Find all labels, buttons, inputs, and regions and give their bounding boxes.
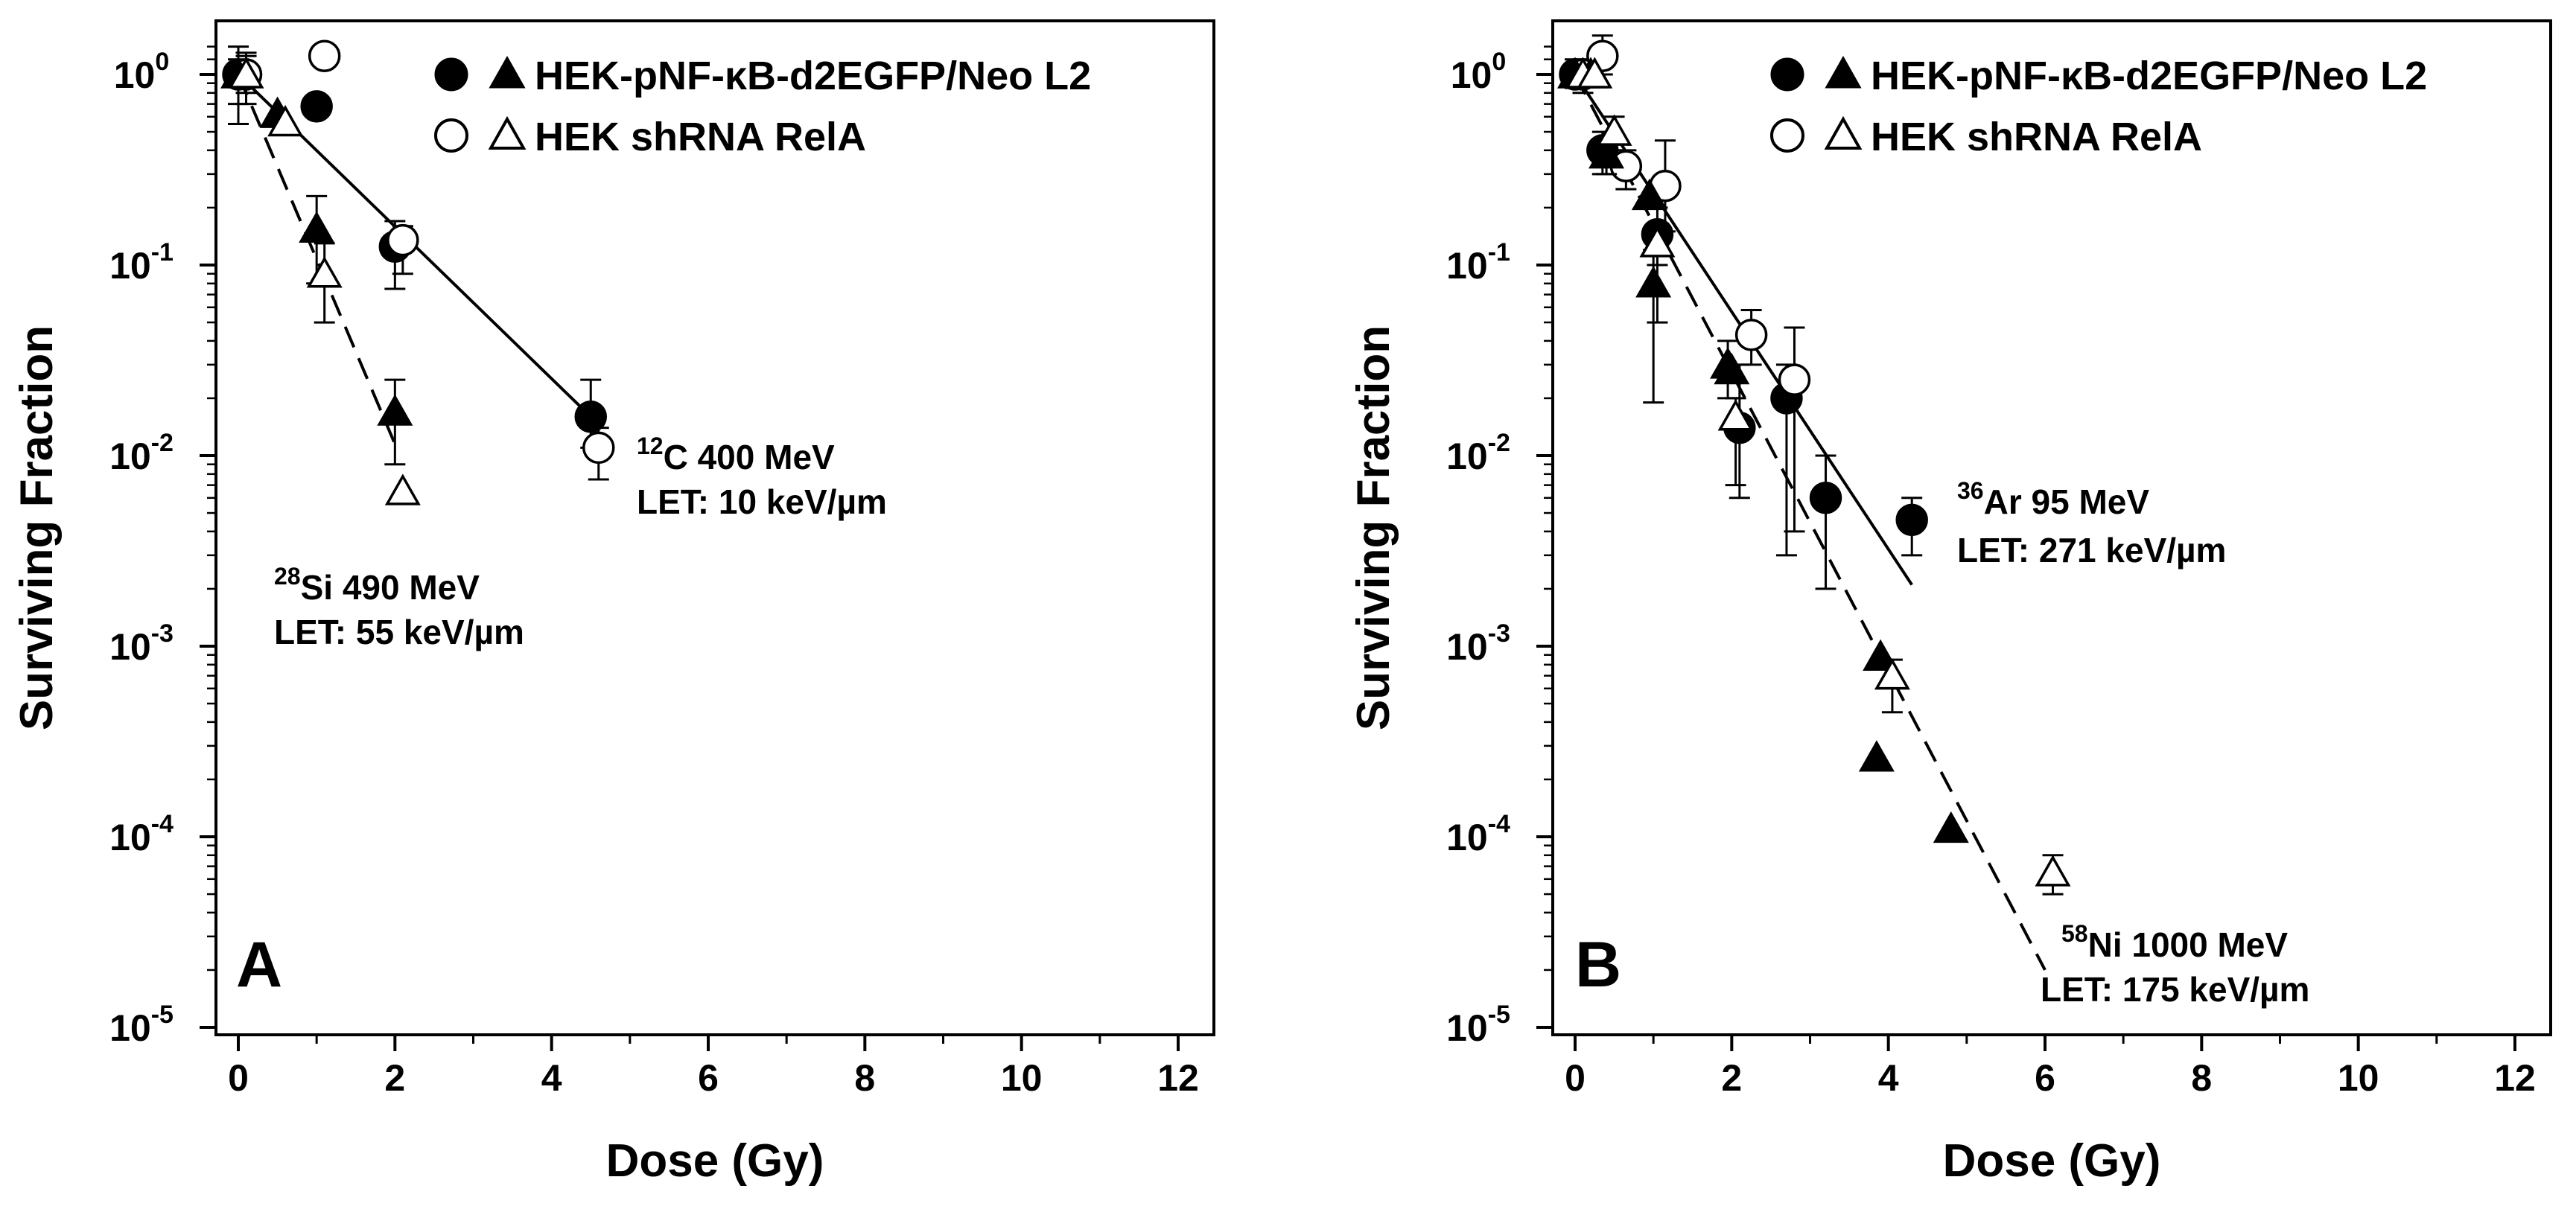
panel-letter-b: B [1575, 929, 1621, 1001]
data-markers [220, 39, 615, 505]
annotation-58ni-ion: 58Ni 1000 MeV [2061, 920, 2288, 964]
legend-marker-open-circle [434, 118, 468, 153]
legend: HEK-pNF-κB-d2EGFP/Neo L2 HEK shRNA RelA [434, 54, 1091, 159]
panel-a: 0 2 4 6 8 10 12 100 10-1 10-2 10-3 10-4 10-5 Dose (G… [11, 19, 1215, 1187]
x-tick-label: 0 [1565, 1057, 1586, 1099]
annotation-28si-let: LET: 55 keV/µm [274, 613, 524, 651]
x-tick-label: 4 [1878, 1057, 1899, 1099]
annotation-36ar-ion: 36Ar 95 MeV [1957, 477, 2149, 521]
data-point-triangle [1588, 137, 1625, 169]
annotation-36ar-let: LET: 271 keV/µm [1957, 531, 2226, 570]
axes: 0 2 4 6 8 10 12 100 10-1 10-2 10-3 10-4 10-5 [109, 45, 1199, 1099]
y-axis-title: Surviving Fraction [11, 325, 63, 730]
data-point-triangle [1631, 178, 1667, 211]
x-tick-label: 8 [2191, 1057, 2212, 1099]
panel-letter-a: A [236, 929, 282, 1001]
x-tick-label: 6 [2035, 1057, 2055, 1099]
y-tick-label: 10-4 [109, 810, 174, 858]
y-tick-label: 10-1 [1446, 238, 1510, 287]
data-markers [1556, 34, 2071, 896]
annotation-28si-ion: 28Si 490 MeV [274, 563, 480, 607]
y-tick-label: 10-5 [1446, 1001, 1510, 1049]
x-tick-label: 10 [1001, 1057, 1043, 1099]
data-point-triangle [306, 256, 343, 288]
x-tick-label: 4 [541, 1057, 562, 1099]
annotation-58ni-let: LET: 175 keV/µm [2041, 970, 2309, 1009]
annotation-12c-ion: 12C 400 MeV [637, 433, 835, 476]
data-point-triangle [1714, 352, 1750, 385]
legend-label-series2: HEK shRNA RelA [535, 115, 866, 159]
legend-label-series1: HEK-pNF-κB-d2EGFP/Neo L2 [535, 54, 1091, 98]
data-point-triangle [1635, 266, 1672, 298]
legend-label-series2: HEK shRNA RelA [1871, 115, 2202, 159]
legend-marker-open-triangle [488, 115, 527, 150]
y-tick-label: 10-5 [109, 1001, 174, 1049]
x-tick-label: 8 [854, 1057, 875, 1099]
legend: HEK-pNF-κB-d2EGFP/Neo L2 HEK shRNA RelA [1770, 54, 2427, 159]
x-tick-label: 12 [2494, 1057, 2536, 1099]
x-tick-label: 12 [1157, 1057, 1199, 1099]
y-tick-label: 10-3 [1446, 619, 1510, 668]
data-point-circle [582, 431, 615, 465]
data-point-triangle [1596, 114, 1632, 146]
y-tick-label: 100 [114, 48, 170, 96]
data-point-circle [300, 90, 333, 123]
legend-marker-filled-triangle [489, 55, 526, 89]
y-tick-label: 10-1 [109, 238, 174, 287]
data-point-triangle [228, 57, 264, 89]
plot-frame [214, 19, 1215, 1036]
data-point-triangle [1874, 658, 1910, 690]
y-axis-title: Surviving Fraction [1348, 325, 1399, 730]
data-point-circle [1734, 319, 1768, 351]
data-point-circle [574, 400, 607, 433]
legend-marker-open-circle [1770, 118, 1804, 153]
legend-marker-open-triangle [1824, 115, 1863, 150]
data-point-triangle [299, 211, 335, 243]
y-tick-label: 10-3 [109, 619, 174, 668]
data-point-triangle [1717, 399, 1754, 431]
data-point-triangle [1858, 740, 1895, 772]
data-point-circle [1778, 363, 1811, 396]
data-point-circle [387, 223, 419, 257]
data-point-triangle [384, 473, 421, 505]
data-point-triangle [2035, 855, 2071, 887]
panel-b: 0 2 4 6 8 10 12 100 10-1 10-2 10-3 10-4 10-5 Dose (G… [1348, 19, 2552, 1187]
legend-marker-filled-triangle [1825, 55, 1862, 89]
data-point-triangle [1577, 57, 1613, 89]
legend-marker-filled-circle [1770, 57, 1804, 92]
legend-marker-filled-circle [434, 57, 468, 92]
x-tick-label: 2 [1721, 1057, 1742, 1099]
data-point-circle [1809, 482, 1842, 514]
x-tick-label: 2 [384, 1057, 405, 1099]
fit-line [1574, 74, 2047, 971]
y-tick-label: 10-2 [1446, 429, 1510, 477]
data-point-triangle [1639, 226, 1676, 258]
y-tick-label: 10-4 [1446, 810, 1510, 858]
x-axis-title: Dose (Gy) [606, 1135, 824, 1187]
annotation-12c-let: LET: 10 keV/µm [637, 482, 887, 521]
data-point-triangle [377, 394, 413, 426]
x-tick-label: 10 [2338, 1057, 2379, 1099]
plot-frame [1551, 19, 2552, 1036]
axes: 0 2 4 6 8 10 12 100 10-1 10-2 10-3 10-4 10-5 [1446, 45, 2536, 1099]
data-point-triangle [267, 104, 304, 137]
y-tick-label: 100 [1451, 48, 1507, 96]
data-point-circle [308, 39, 341, 72]
data-point-triangle [1933, 811, 1969, 843]
data-point-triangle [1863, 639, 1899, 671]
y-tick-label: 10-2 [109, 429, 174, 477]
legend-label-series1: HEK-pNF-κB-d2EGFP/Neo L2 [1871, 54, 2427, 98]
x-tick-label: 6 [698, 1057, 719, 1099]
x-axis-title: Dose (Gy) [1943, 1135, 2161, 1187]
x-tick-label: 0 [228, 1057, 249, 1099]
data-point-circle [1895, 503, 1928, 537]
